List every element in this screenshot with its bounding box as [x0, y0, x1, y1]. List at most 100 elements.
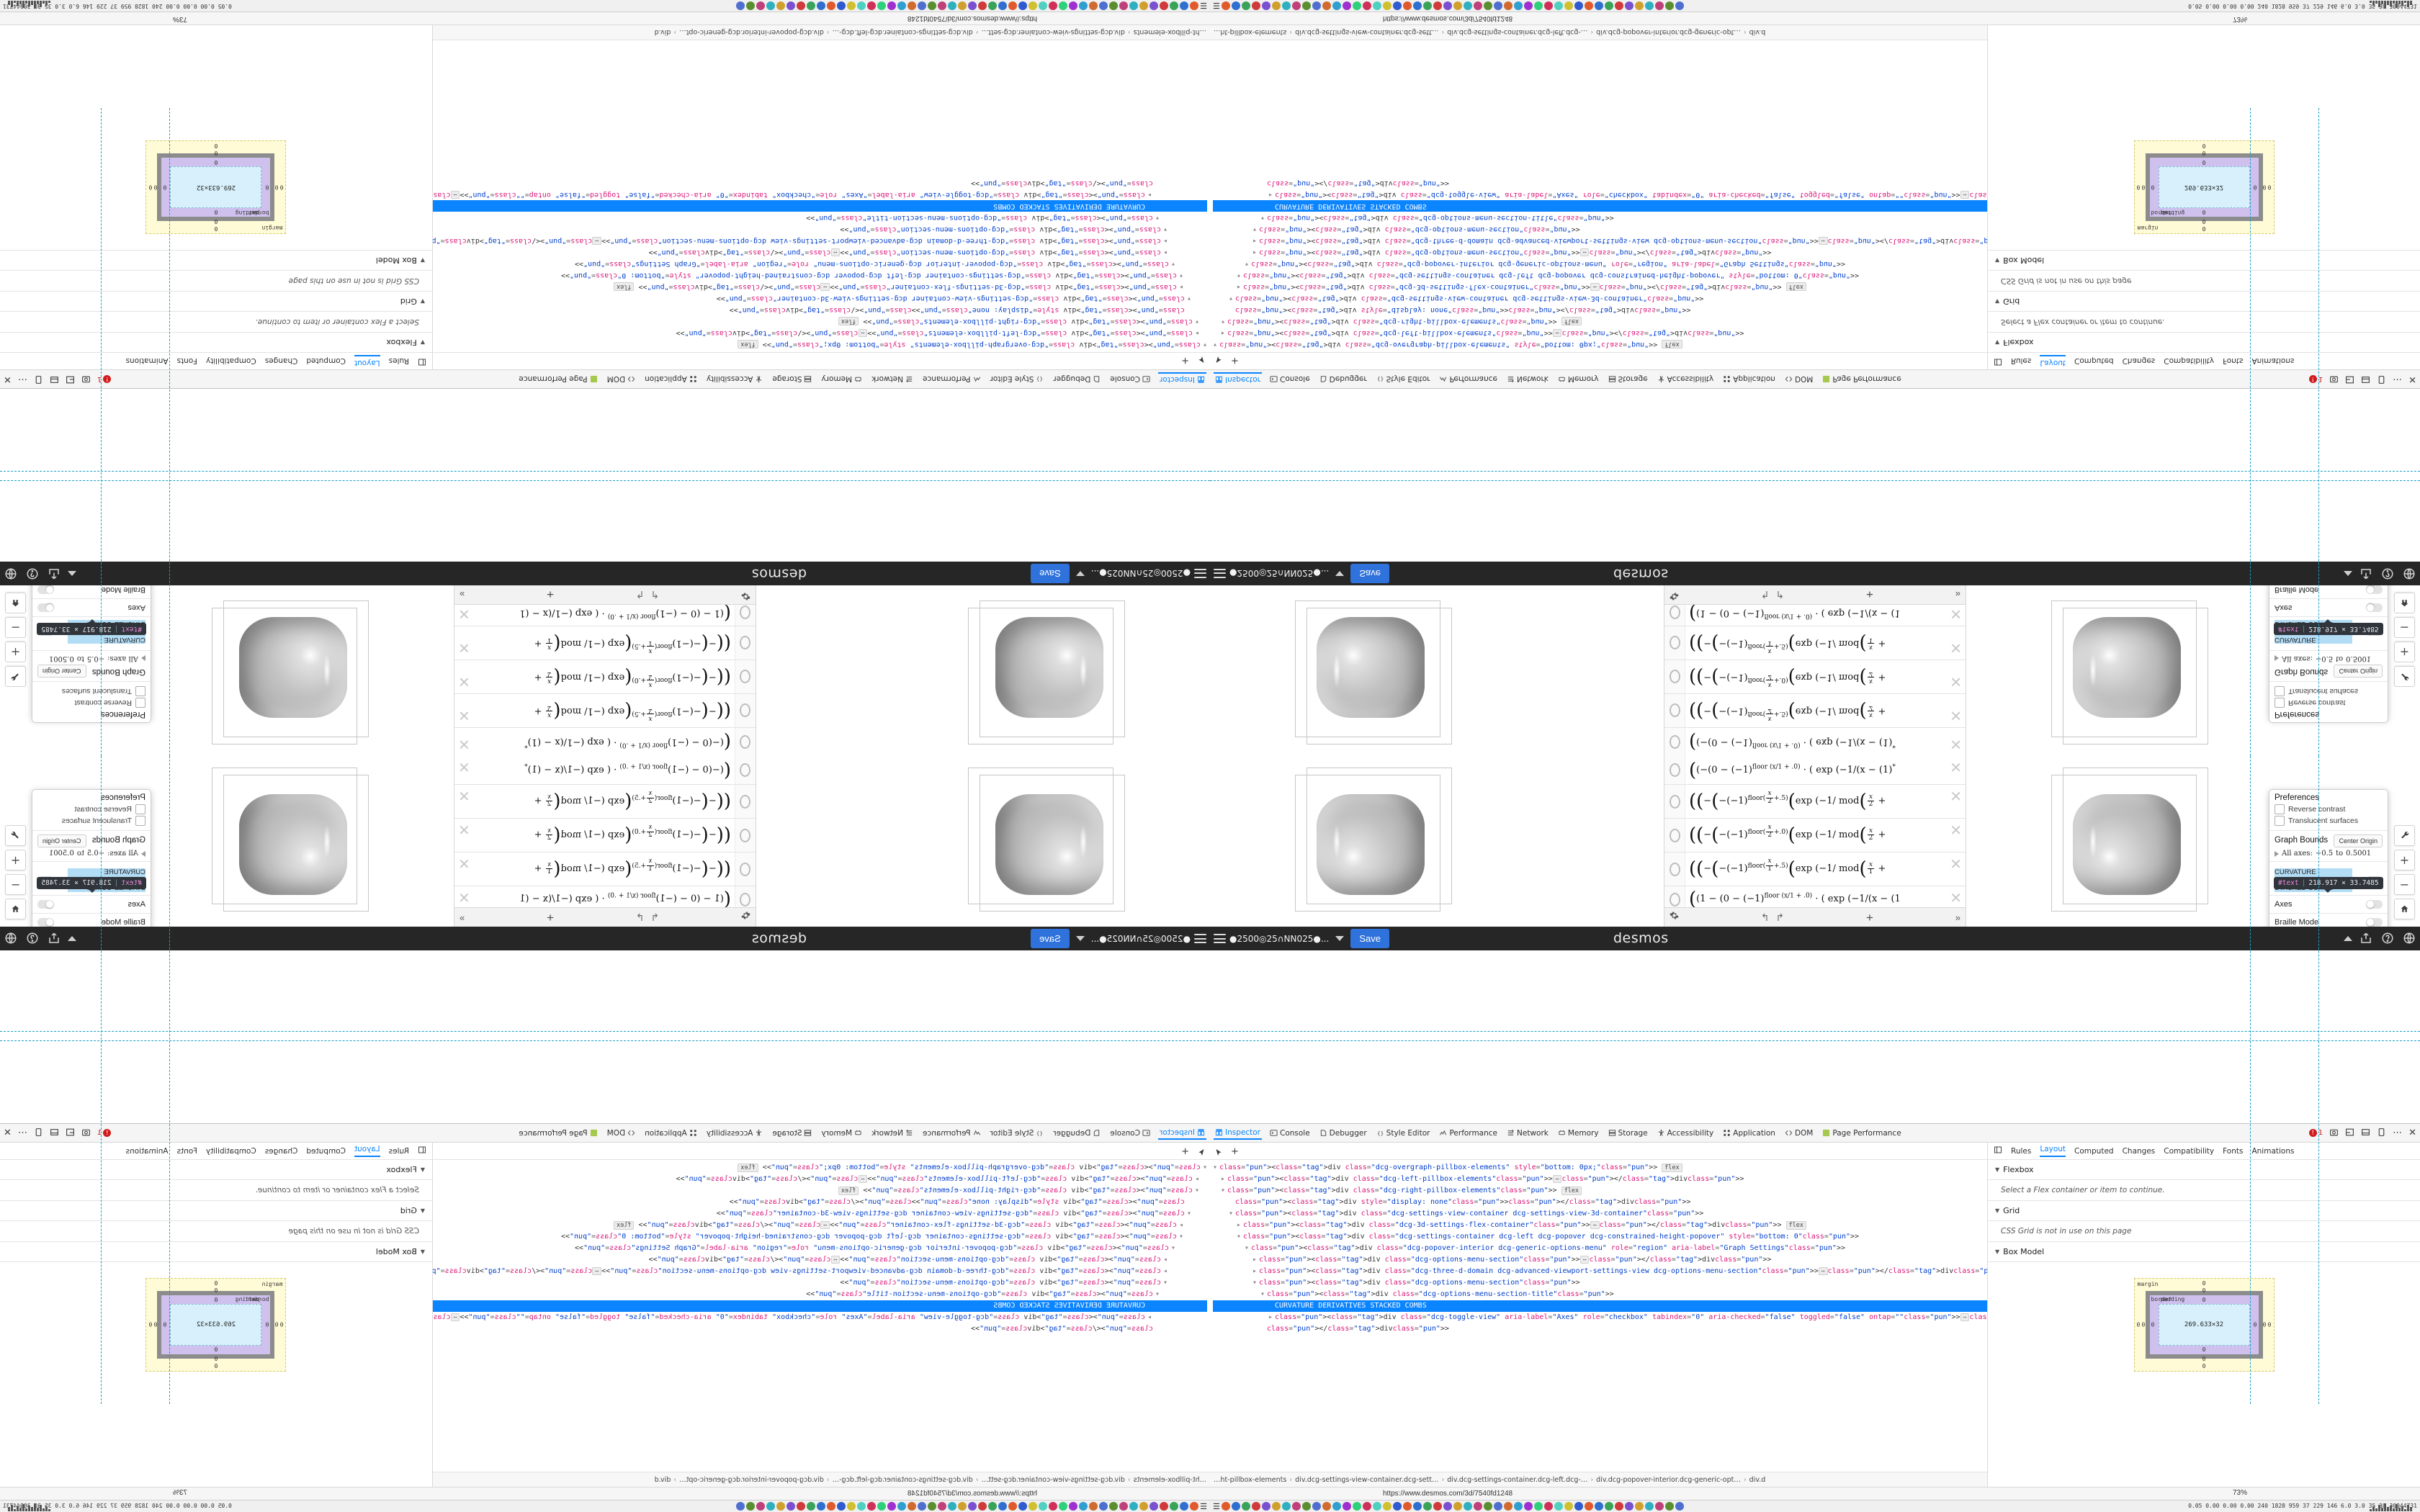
add-expression-icon[interactable]: + — [547, 910, 554, 924]
flexbox-accordion[interactable]: ▼ Flexbox — [0, 1160, 432, 1180]
gear-icon[interactable] — [741, 911, 750, 924]
taskbar-app-icon[interactable] — [958, 1, 967, 10]
math-expression[interactable]: ((−(−(−1)floor(x 2 +.5)(exp (−1/ mod(x 2 + — [1689, 791, 1886, 812]
taskbar-app-icon[interactable] — [1664, 1502, 1674, 1511]
markup-line[interactable]: ▾class="pun"><class="tag">div class="dcg… — [575, 1244, 1175, 1252]
tab-storage[interactable]: Storage — [771, 374, 813, 385]
taskbar-menu-icon[interactable]: ☰ — [1200, 1, 1207, 10]
math-expression[interactable]: ((−(−(−1)floor(x 1 +.5)(exp (−1/ mod(x 1 + — [534, 858, 731, 880]
taskbar-app-icon[interactable] — [857, 1, 866, 10]
markup-line[interactable]: ▸class="pun"><class="tag">div class="dcg… — [1221, 1175, 1744, 1183]
taskbar-app-icon[interactable] — [1624, 1, 1634, 10]
add-expression-icon[interactable]: + — [547, 588, 554, 602]
markup-source[interactable]: ▾class="pun"><class="tag">div class="dcg… — [1210, 40, 1987, 352]
language-globe-icon[interactable] — [3, 567, 17, 581]
tab-dom[interactable]: DOM — [1783, 1128, 1814, 1139]
redo-icon[interactable]: ↱ — [1775, 911, 1785, 923]
taskbar-app-icon[interactable] — [1654, 1502, 1664, 1511]
tab-performance[interactable]: Performance — [921, 374, 982, 385]
breadcrumb-item[interactable]: div.dcg-popover-interior.dcg-generic-opt… — [1596, 1476, 1741, 1484]
braille-mode-row[interactable]: Braille Mode — [2269, 585, 2388, 598]
delete-expression-icon[interactable]: ✕ — [1950, 736, 1962, 753]
tab-network[interactable]: Network — [1505, 1128, 1550, 1139]
markup-line[interactable]: ▸class="pun"><class="tag">div class="dcg… — [433, 1220, 1207, 1231]
box-model-border-box[interactable]: border 0 0 0 0 padding 0 0 0 — [154, 1287, 279, 1362]
taskbar-app-icon[interactable] — [1160, 1502, 1169, 1511]
taskbar-app-icon[interactable] — [817, 1502, 826, 1511]
markup-line[interactable]: ▸class="pun"><class="tag">div class="dcg… — [433, 281, 1207, 292]
taskbar-app-icon[interactable] — [817, 1, 826, 10]
graph-settings-popover[interactable]: Preferences Reverse contrast Translucent… — [32, 789, 151, 927]
taskbar-app-icon[interactable] — [908, 1502, 917, 1511]
delete-expression-icon[interactable]: ✕ — [1950, 855, 1962, 873]
taskbar-app-icon[interactable] — [837, 1502, 846, 1511]
add-node-icon[interactable]: + — [1181, 1146, 1189, 1157]
border-right-value[interactable]: 0 — [153, 1321, 158, 1328]
translucent-surfaces-checkbox[interactable] — [2275, 686, 2285, 696]
tab-console[interactable]: Console — [1108, 374, 1152, 385]
markup-line[interactable]: ▾class="pun"><class="tag">div class="dcg… — [716, 294, 1191, 302]
math-expression[interactable]: ((−(−(−1)floor(x 2 +.5)(exp (−1/ mod(x 2 + — [534, 700, 731, 721]
taskbar-app-icon[interactable] — [928, 1502, 937, 1511]
sidebar-pane-toggle-icon[interactable] — [1994, 356, 2002, 366]
taskbar-app-icon[interactable] — [1523, 1502, 1533, 1511]
taskbar-app-icon[interactable] — [1312, 1, 1321, 10]
menu-icon[interactable] — [1194, 569, 1206, 578]
markup-line[interactable]: class="pun"></class="tag">divclass="pun"… — [971, 179, 1153, 187]
tab-storage[interactable]: Storage — [771, 1128, 813, 1139]
breadcrumb[interactable]: …ht-pillbox-elements › div.dcg-settings-vi… — [433, 24, 1210, 40]
markup-line[interactable]: ▾class="pun"><class="tag">div class="dcg… — [433, 1185, 1207, 1197]
border-bottom-value[interactable]: 0 — [2202, 150, 2206, 156]
markup-line[interactable]: ▾class="pun"><class="tag">div class="dcg… — [1260, 214, 1614, 222]
translucent-surfaces-option[interactable]: Translucent surfaces — [37, 815, 145, 827]
expression-row[interactable]: ✕ ((1 − (0 − (−1)floor (x/1 + .0) · ( ex… — [454, 605, 756, 626]
markup-source[interactable]: ▾class="pun"><class="tag">div class="dcg… — [433, 40, 1210, 352]
graph-viewport-right[interactable]: + − Preferences — [0, 585, 454, 756]
taskbar-app-icon[interactable] — [1099, 1502, 1108, 1511]
graph-title[interactable]: ●2500◎25∩NN025●... — [1090, 933, 1191, 944]
taskbar-app-icon[interactable] — [766, 1502, 776, 1511]
share-icon[interactable] — [46, 932, 60, 946]
tab-dom[interactable]: DOM — [606, 374, 637, 385]
add-node-icon[interactable]: + — [1181, 355, 1189, 366]
zoom-in-button[interactable]: + — [2394, 850, 2415, 870]
delete-expression-icon[interactable]: ✕ — [1950, 822, 1962, 839]
taskbar-app-icon[interactable] — [1049, 1, 1058, 10]
taskbar-app-icon[interactable] — [746, 1502, 756, 1511]
taskbar-app-icon[interactable] — [1412, 1, 1422, 10]
box-model-border-box[interactable]: border 0 0 0 0 padding 0 0 0 — [2142, 1287, 2267, 1362]
padding-bottom-value[interactable]: 0 — [2202, 1346, 2206, 1353]
tab-accessibility[interactable]: Accessibility — [1656, 374, 1716, 385]
center-origin-button[interactable]: Center Origin — [37, 834, 86, 847]
tab-layout[interactable]: Layout — [354, 355, 380, 367]
expression-row[interactable]: ✕ ((−(−(−1)floor(x 2 +.0)(exp (−1/ mod(x 2 … — [1664, 660, 1966, 693]
tab-application[interactable]: Application — [643, 1128, 699, 1139]
taskbar-app-icon[interactable] — [1170, 1502, 1179, 1511]
screenshot-icon[interactable] — [2329, 372, 2339, 386]
padding-left-value[interactable]: 0 — [265, 184, 269, 191]
breadcrumb-item[interactable]: div.dcg-settings-container.dcg-left.dcg-… — [1447, 28, 1588, 36]
gear-icon[interactable] — [1670, 588, 1679, 601]
markup-line[interactable]: ▾class="pun"><class="tag">div class="dcg… — [806, 214, 1160, 222]
settings-wrench-button[interactable] — [5, 666, 26, 687]
taskbar-app-icon[interactable] — [1584, 1502, 1593, 1511]
home-button[interactable] — [5, 899, 26, 919]
tab-rules[interactable]: Rules — [2011, 1146, 2032, 1156]
taskbar-app-icon[interactable] — [998, 1502, 1008, 1511]
markup-line[interactable]: ▾class="pun"><class="tag">div class="dcg… — [1213, 338, 1987, 350]
tab-changes[interactable]: Changes — [2122, 356, 2156, 366]
delete-expression-icon[interactable]: ✕ — [458, 673, 470, 690]
breadcrumb[interactable]: …ht-pillbox-elements › div.dcg-settings-vi… — [433, 1472, 1210, 1488]
taskbar-app-icon[interactable] — [1422, 1502, 1432, 1511]
expand-axes-icon[interactable] — [2275, 850, 2279, 857]
border-left-value[interactable]: 0 — [274, 1321, 279, 1328]
taskbar-app-icon[interactable] — [1008, 1502, 1018, 1511]
tab-changes[interactable]: Changes — [264, 356, 298, 366]
home-button[interactable] — [2394, 593, 2415, 613]
delete-expression-icon[interactable]: ✕ — [458, 889, 470, 906]
markup-line[interactable]: ▸class="pun"><class="tag">div class="dcg… — [433, 1267, 1168, 1275]
expand-axes-icon[interactable] — [141, 850, 145, 857]
all-axes-max[interactable]: 0.5001 — [48, 654, 74, 662]
taskbar-app-icon[interactable] — [958, 1502, 967, 1511]
box-model-padding-box[interactable]: padding 0 0 0 0 269.633×32 — [2151, 159, 2257, 216]
